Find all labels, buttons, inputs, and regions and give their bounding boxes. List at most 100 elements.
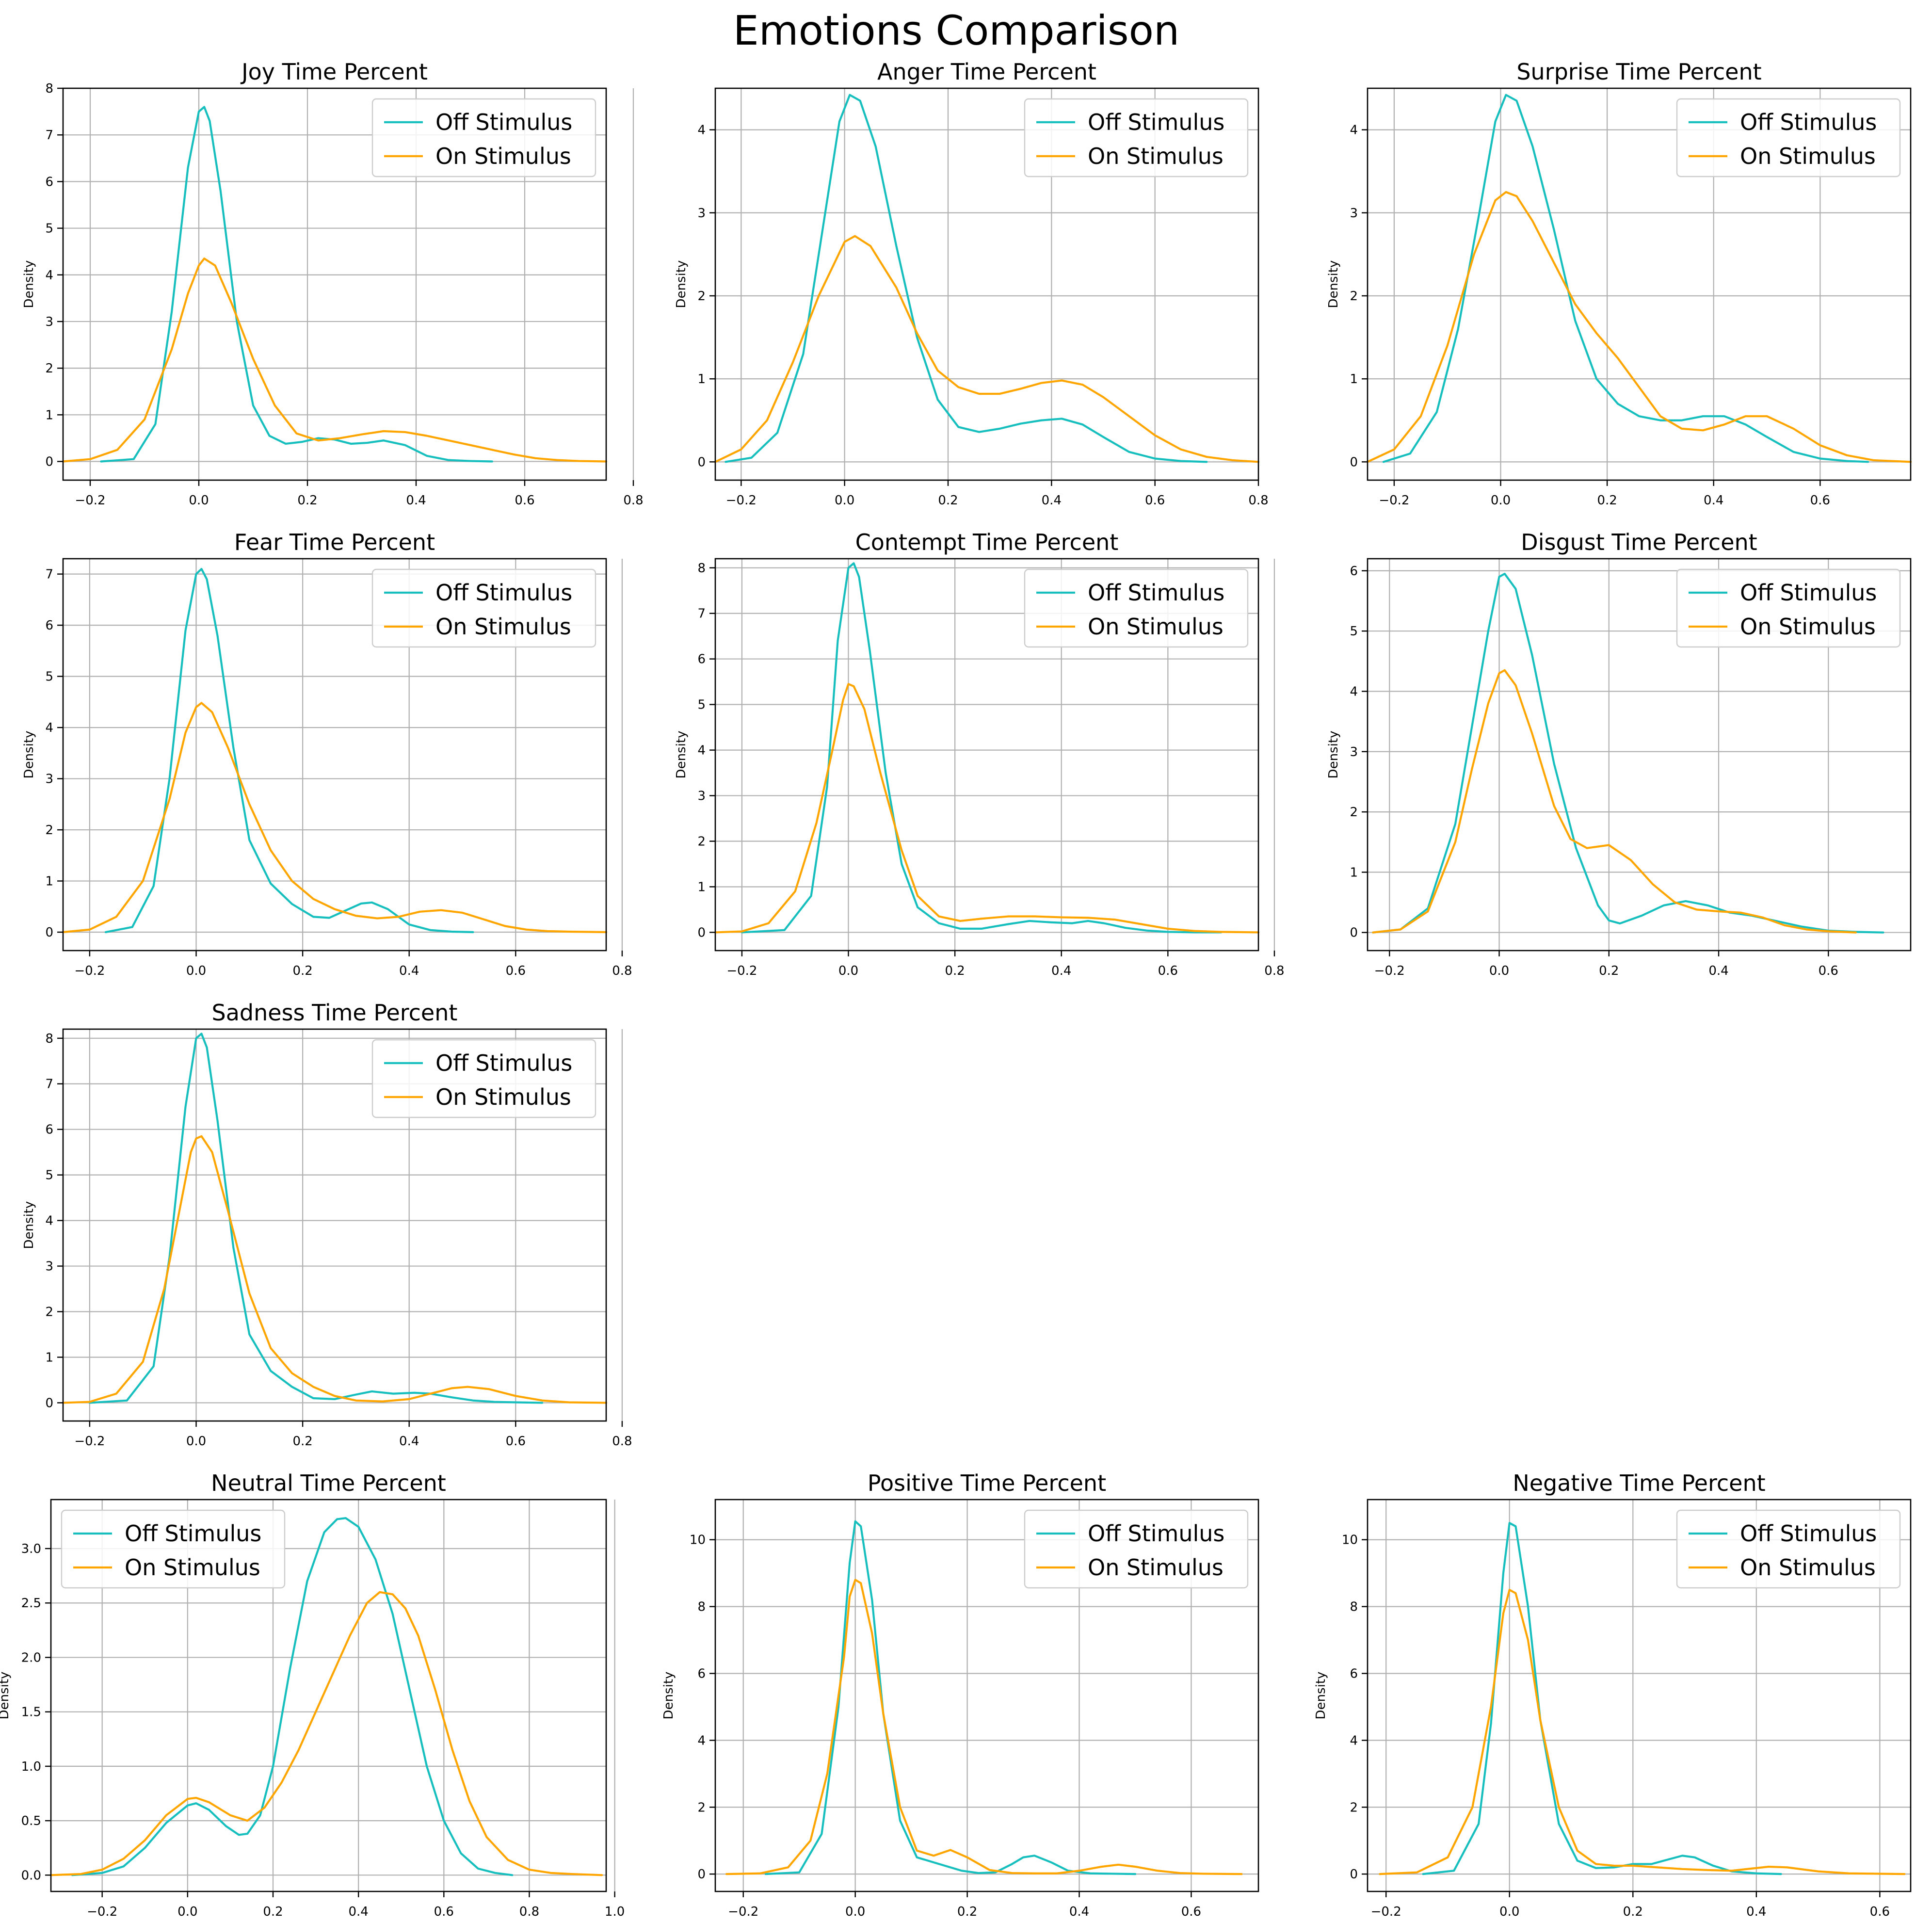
panel-title: Positive Time Percent [868,1470,1106,1496]
x-tick-label: 1.0 [605,1905,625,1919]
panel-title: Joy Time Percent [240,59,428,85]
y-tick-label: 4 [1350,684,1358,699]
on-stimulus-line [714,235,1260,463]
x-tick-label: 0.0 [1489,964,1509,978]
y-tick-label: 1 [1350,372,1358,387]
y-axis-label: Density [674,731,689,779]
panel-anger: −0.2 0.0 0.2 0.4 0.6 0.8 0 1 2 3 4 Anger Time Perce… [674,59,1269,508]
y-tick-label: 4 [697,1733,706,1748]
y-tick-label: 4 [45,268,53,283]
x-tick-label: 0.0 [186,964,206,978]
y-tick-label: 0 [1350,455,1358,469]
y-tick-label: 4 [697,123,706,138]
legend: Off Stimulus On Stimulus [1024,568,1249,648]
x-tick-label: 0.0 [1499,1905,1519,1919]
x-tick-label: 0.6 [1181,1905,1201,1919]
legend-box [1676,568,1901,648]
y-tick-label: 0.5 [21,1814,41,1828]
x-tick-label: −0.2 [728,1905,758,1919]
on-stimulus-line [62,1135,608,1404]
y-tick-label: 6 [1350,564,1358,579]
legend-label: Off Stimulus [125,1520,261,1547]
y-axis-label: Density [1314,1672,1328,1720]
legend-label: Off Stimulus [435,109,572,135]
y-axis-label: Density [674,260,689,308]
x-tick-label: −0.2 [1379,493,1409,508]
off-stimulus-line [71,1517,514,1876]
on-stimulus-line [62,257,608,463]
x-tick-label: 0.8 [612,964,632,978]
x-tick-label: 0.2 [1597,493,1617,508]
y-tick-label: 3.0 [21,1542,41,1556]
legend-label: On Stimulus [435,1084,571,1110]
y-tick-label: 5 [697,698,706,712]
x-tick-label: 0.0 [189,493,209,508]
axes-frame [1367,87,1912,481]
off-stimulus-line [741,562,1223,934]
legend-label: On Stimulus [1088,143,1224,169]
x-tick-label: 0.4 [399,964,419,978]
x-tick-label: −0.2 [1371,1905,1401,1919]
x-tick-label: 0.0 [186,1434,206,1449]
y-tick-label: 7 [45,567,53,582]
x-tick-label: 0.8 [1248,493,1268,508]
y-tick-label: 1 [697,880,706,894]
y-tick-label: 4 [1350,123,1358,138]
x-tick-label: 0.8 [623,493,643,508]
y-tick-label: 8 [45,1032,53,1046]
legend-label: On Stimulus [1088,614,1224,640]
legend-label: Off Stimulus [1088,109,1224,135]
x-tick-label: 0.6 [1158,964,1178,978]
off-stimulus-line [764,1520,1137,1875]
y-axis-label: Density [0,1672,12,1720]
y-tick-label: 5 [1350,624,1358,639]
axes-frame [1367,1499,1912,1892]
panel-title: Contempt Time Percent [855,529,1119,555]
axes-frame [714,558,1259,952]
legend-box [1676,98,1901,178]
on-stimulus-line [1366,191,1912,463]
y-tick-label: 7 [45,128,53,143]
legend-label: Off Stimulus [1088,1520,1224,1547]
legend-box [1024,568,1249,648]
y-tick-label: 3 [1350,206,1358,221]
y-tick-label: 2 [1350,289,1358,304]
y-tick-label: 8 [697,1600,706,1615]
y-tick-label: 8 [697,561,706,576]
legend-box [61,1509,286,1589]
legend-label: On Stimulus [1088,1554,1224,1581]
y-tick-label: 0 [697,925,706,940]
y-tick-label: 2.5 [21,1596,41,1611]
axes-frame [62,558,607,952]
panel-title: Negative Time Percent [1513,1470,1765,1496]
x-tick-label: 0.8 [1264,964,1284,978]
off-stimulus-line [1422,1522,1782,1875]
x-tick-label: 0.0 [1491,493,1511,508]
y-axis-label: Density [1326,260,1341,308]
y-tick-label: 4 [45,721,53,735]
on-stimulus-line [49,1591,603,1876]
panel-positive: −0.2 0.0 0.2 0.4 0.6 0 2 4 6 8 10 Positive Time Per… [661,1470,1259,1919]
axes-frame [62,1028,607,1422]
y-tick-label: 2 [697,835,706,849]
legend-box [1024,1509,1249,1589]
legend-label: On Stimulus [1740,143,1876,169]
legend-label: On Stimulus [125,1554,260,1581]
y-axis-label: Density [1326,731,1341,779]
x-tick-label: −0.2 [726,964,757,978]
x-tick-label: −0.2 [74,964,105,978]
legend-label: Off Stimulus [435,1050,572,1076]
on-stimulus-line [725,1579,1243,1875]
x-tick-label: 0.2 [297,493,317,508]
panel-title: Surprise Time Percent [1516,59,1761,85]
x-tick-label: 0.2 [957,1905,977,1919]
x-tick-label: 0.6 [1810,493,1830,508]
legend-label: Off Stimulus [1740,580,1877,606]
x-tick-label: −0.2 [74,1434,105,1449]
y-tick-label: 10 [690,1533,706,1548]
y-tick-label: 6 [45,618,53,633]
y-tick-label: 5 [45,222,53,236]
legend-box [371,98,596,178]
figure-title: Emotions Comparison [733,7,1180,54]
y-tick-label: 5 [45,670,53,684]
